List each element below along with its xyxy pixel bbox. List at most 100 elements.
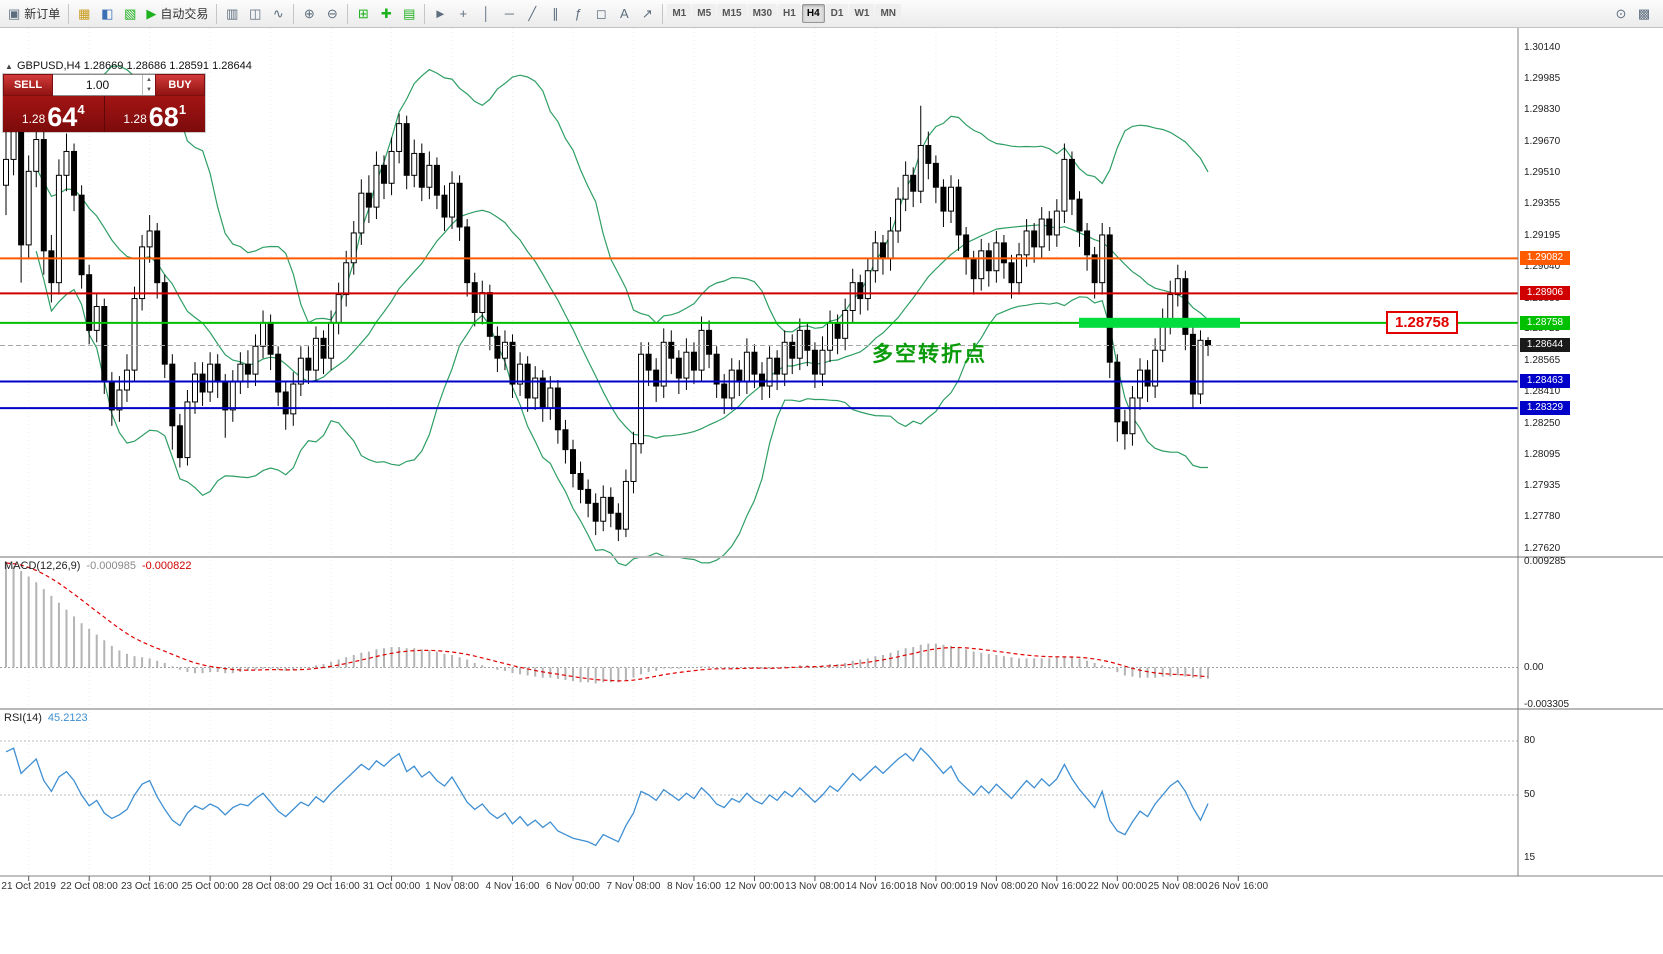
arrows-icon: ↗ xyxy=(641,6,653,21)
tile-windows-icon: ⊞ xyxy=(357,6,369,21)
toolbar-group-right: ⊙ ▩ xyxy=(1610,3,1655,25)
buy-price-big: 68 xyxy=(148,102,179,133)
new-order-label: 新订单 xyxy=(24,7,61,21)
search-button[interactable]: ⊙ xyxy=(1610,3,1632,25)
volume-up-icon[interactable]: ▲ xyxy=(146,77,152,83)
rsi-name: RSI(14) xyxy=(4,712,42,724)
volume-stepper[interactable]: 1.00 ▲ ▼ xyxy=(53,74,155,96)
candlestick-chart-button[interactable]: ◫ xyxy=(244,3,266,25)
zoom-out-button[interactable]: ⊖ xyxy=(321,3,343,25)
strategy-navigator-button[interactable]: ▧ xyxy=(119,3,141,25)
sell-price[interactable]: 1.28 64 4 xyxy=(3,96,105,132)
timeframe-m15-button[interactable]: M15 xyxy=(717,4,747,23)
zoom-in-icon: ⊕ xyxy=(303,6,315,21)
toolbar-separator xyxy=(424,3,426,24)
price-axis-tick: 1.28250 xyxy=(1524,417,1561,429)
line-chart-button[interactable]: ∿ xyxy=(267,3,289,25)
macd-signal-value: -0.000822 xyxy=(141,560,192,572)
price-axis-tick: 1.27935 xyxy=(1524,480,1561,492)
timeframe-m1-button[interactable]: M1 xyxy=(667,4,692,23)
timeframe-w1-button[interactable]: W1 xyxy=(849,4,875,23)
rsi-axis-tick: 15 xyxy=(1524,852,1536,863)
sell-button[interactable]: SELL xyxy=(3,74,53,96)
market-watch-button[interactable]: ◧ xyxy=(96,3,118,25)
macd-separator[interactable] xyxy=(0,556,1663,558)
time-axis-label: 7 Nov 08:00 xyxy=(606,881,661,892)
time-axis-label: 25 Nov 08:00 xyxy=(1148,881,1208,892)
crosshair-button[interactable]: + xyxy=(452,3,474,25)
tile-windows-button[interactable]: ⊞ xyxy=(352,3,374,25)
price-axis-tick: 1.29670 xyxy=(1524,135,1561,147)
cursor-button[interactable]: ► xyxy=(429,3,451,25)
autotrade-button[interactable]: ▶ 自动交易 xyxy=(142,3,212,25)
charts-window-button[interactable]: ▦ xyxy=(73,3,95,25)
sell-price-sup: 4 xyxy=(77,102,85,117)
timeframe-mn-button[interactable]: MN xyxy=(875,4,901,23)
timeframe-h4-button[interactable]: H4 xyxy=(801,4,825,23)
channel-button[interactable]: ∥ xyxy=(544,3,566,25)
buy-price-small: 1.28 xyxy=(123,112,147,126)
templates-button[interactable]: ▤ xyxy=(398,3,420,25)
candlestick-chart-icon: ◫ xyxy=(249,6,262,21)
time-axis-label: 22 Oct 08:00 xyxy=(60,881,118,892)
price-line-badge: 1.28758 xyxy=(1520,315,1570,330)
timeframe-m30-button[interactable]: M30 xyxy=(747,4,778,23)
charts-window-icon: ▦ xyxy=(78,6,91,21)
line-chart-icon: ∿ xyxy=(272,6,284,21)
bar-chart-button[interactable]: ▥ xyxy=(221,3,243,25)
boll-middle xyxy=(35,167,1209,439)
horizontal-line-button[interactable]: ─ xyxy=(498,3,520,25)
toolbar-separator xyxy=(347,3,349,24)
rsi-separator[interactable] xyxy=(0,708,1663,710)
fibonacci-icon: ƒ xyxy=(574,6,582,21)
crosshair-icon: + xyxy=(459,6,468,21)
toolbar-group-charttype: ▥ ◫ ∿ xyxy=(221,3,289,25)
price-axis-tick: 1.27780 xyxy=(1524,511,1561,523)
shapes-button[interactable]: ◻ xyxy=(590,3,612,25)
vertical-line-icon: │ xyxy=(482,6,491,21)
sell-price-big: 64 xyxy=(47,102,78,133)
time-axis-label: 8 Nov 16:00 xyxy=(666,881,721,892)
time-axis-label: 21 Oct 2019 xyxy=(1,881,56,892)
time-axis-label: 20 Nov 16:00 xyxy=(1027,881,1087,892)
trendline-button[interactable]: ╱ xyxy=(521,3,543,25)
volume-value[interactable]: 1.00 xyxy=(85,78,110,92)
highlight-rectangle xyxy=(1079,317,1240,328)
time-axis-label: 13 Nov 08:00 xyxy=(785,881,845,892)
boll-lower xyxy=(35,250,1208,567)
chart-area[interactable]: ▲ GBPUSD,H4 1.28669 1.28686 1.28591 1.28… xyxy=(0,28,1663,954)
buy-button[interactable]: BUY xyxy=(155,74,205,96)
toolbar-group-tools: ► + │ ─ ╱ ∥ ƒ ◻ A ↗ xyxy=(429,3,658,25)
zoom-out-icon: ⊖ xyxy=(326,6,338,21)
price-axis-tick: 1.27620 xyxy=(1524,543,1561,555)
fibonacci-button[interactable]: ƒ xyxy=(567,3,589,25)
timeframe-d1-button[interactable]: D1 xyxy=(825,4,849,23)
timeframe-group: M1 M5 M15 M30 H1 H4 D1 W1 MN xyxy=(667,4,901,23)
one-click-collapse-icon[interactable]: ▲ xyxy=(5,62,13,71)
toolbar-separator xyxy=(662,3,664,24)
text-label-button[interactable]: A xyxy=(613,3,635,25)
volume-down-icon[interactable]: ▼ xyxy=(146,87,152,93)
horizontal-line-objects xyxy=(0,257,1518,410)
chart-shift-button[interactable]: ▩ xyxy=(1633,3,1655,25)
price-axis-tick: 1.30140 xyxy=(1524,42,1561,54)
timeframe-h1-button[interactable]: H1 xyxy=(778,4,801,23)
price-axis-tick: 1.29830 xyxy=(1524,103,1561,115)
search-icon: ⊙ xyxy=(1615,6,1627,21)
main-chart-canvas[interactable] xyxy=(0,28,1663,896)
indicators-button[interactable]: ✚ xyxy=(375,3,397,25)
autotrade-label: 自动交易 xyxy=(160,7,209,21)
toolbar-group-zoom: ⊕ ⊖ xyxy=(298,3,343,25)
time-axis-label: 14 Nov 16:00 xyxy=(845,881,906,892)
zoom-in-button[interactable]: ⊕ xyxy=(298,3,320,25)
vertical-line-button[interactable]: │ xyxy=(475,3,497,25)
time-axis-label: 29 Oct 16:00 xyxy=(302,881,360,892)
timeframe-m5-button[interactable]: M5 xyxy=(692,4,717,23)
axes xyxy=(0,28,1663,881)
new-order-button[interactable]: ▣ 新订单 xyxy=(4,3,64,25)
rsi-line xyxy=(5,747,1209,847)
volume-spin[interactable]: ▲ ▼ xyxy=(142,75,155,95)
candles xyxy=(3,99,1212,542)
arrows-button[interactable]: ↗ xyxy=(636,3,658,25)
buy-price[interactable]: 1.28 68 1 xyxy=(104,96,205,133)
